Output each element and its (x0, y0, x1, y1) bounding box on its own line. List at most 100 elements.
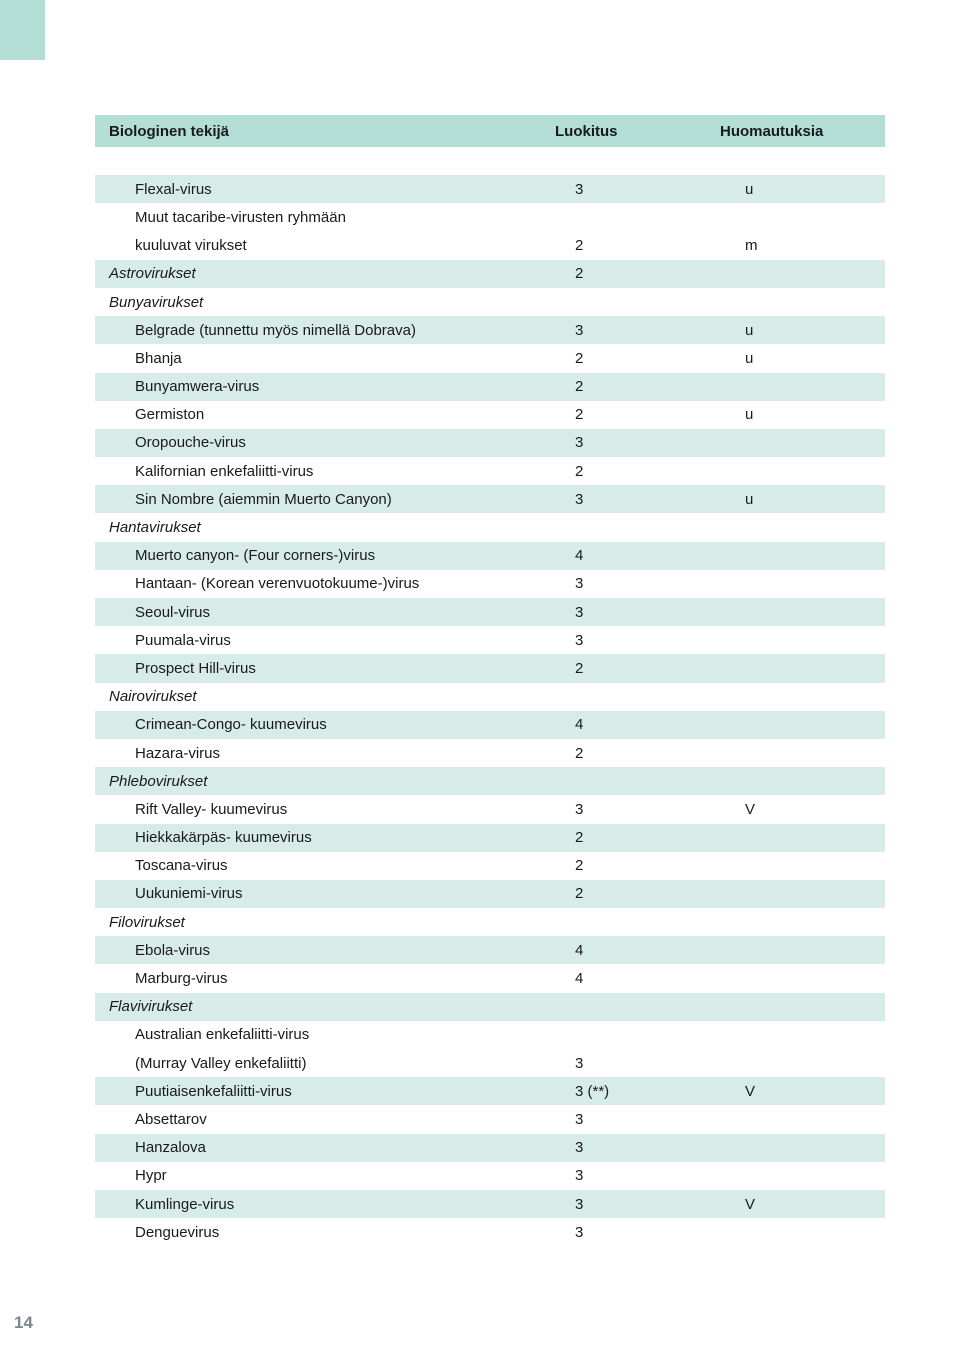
cell-classification: 3 (545, 434, 715, 451)
table-row: Sin Nombre (aiemmin Muerto Canyon)3u (95, 485, 885, 513)
table-row: Rift Valley- kuumevirus3V (95, 795, 885, 823)
cell-name: Australian enkefaliitti-virus (95, 1026, 545, 1043)
table-row: Absettarov3 (95, 1105, 885, 1133)
table-spacer (95, 147, 885, 175)
table-row: Hantavirukset (95, 513, 885, 541)
cell-classification: 3 (545, 1167, 715, 1184)
cell-name: Puumala-virus (95, 632, 545, 649)
cell-name: Oropouche-virus (95, 434, 545, 451)
cell-name: Toscana-virus (95, 857, 545, 874)
cell-classification: 2 (545, 265, 715, 282)
table-row: Nairovirukset (95, 683, 885, 711)
table-row: Bunyavirukset (95, 288, 885, 316)
table-row: Oropouche-virus3 (95, 429, 885, 457)
table-row: Puumala-virus3 (95, 626, 885, 654)
table-row: Bunyamwera-virus2 (95, 373, 885, 401)
cell-classification: 2 (545, 406, 715, 423)
cell-name: kuuluvat virukset (95, 237, 545, 254)
cell-classification: 3 (545, 801, 715, 818)
cell-name: Denguevirus (95, 1224, 545, 1241)
cell-name: Germiston (95, 406, 545, 423)
table-row: Hiekkakärpäs- kuumevirus2 (95, 824, 885, 852)
table-row: Kumlinge-virus3V (95, 1190, 885, 1218)
cell-name: Muerto canyon- (Four corners-)virus (95, 547, 545, 564)
cell-classification: 2 (545, 885, 715, 902)
cell-name: Hypr (95, 1167, 545, 1184)
table-row: Crimean-Congo- kuumevirus4 (95, 711, 885, 739)
cell-notes: u (715, 350, 885, 367)
cell-classification: 3 (545, 575, 715, 592)
cell-name: Crimean-Congo- kuumevirus (95, 716, 545, 733)
cell-name: Kumlinge-virus (95, 1196, 545, 1213)
cell-name: Absettarov (95, 1111, 545, 1128)
cell-name: Hiekkakärpäs- kuumevirus (95, 829, 545, 846)
cell-name: Sin Nombre (aiemmin Muerto Canyon) (95, 491, 545, 508)
table-row: Germiston2u (95, 401, 885, 429)
table-row: Hantaan- (Korean verenvuotokuume-)virus3 (95, 570, 885, 598)
cell-classification: 3 (545, 1139, 715, 1156)
cell-notes: m (715, 237, 885, 254)
cell-name: Ebola-virus (95, 942, 545, 959)
cell-name: Hazara-virus (95, 745, 545, 762)
cell-classification: 3 (545, 491, 715, 508)
cell-name: Flexal-virus (95, 181, 545, 198)
cell-classification: 2 (545, 463, 715, 480)
cell-name: Phlebovirukset (95, 773, 545, 790)
cell-name: Marburg-virus (95, 970, 545, 987)
cell-name: Hantavirukset (95, 519, 545, 536)
table-body: Flexal-virus3uMuut tacaribe-virusten ryh… (95, 147, 885, 1246)
page: Biologinen tekijä Luokitus Huomautuksia … (0, 0, 960, 1345)
cell-name: Nairovirukset (95, 688, 545, 705)
cell-classification: 4 (545, 716, 715, 733)
cell-classification: 3 (545, 1196, 715, 1213)
cell-notes: u (715, 322, 885, 339)
cell-name: Kalifornian enkefaliitti-virus (95, 463, 545, 480)
table-row: Marburg-virus4 (95, 964, 885, 992)
cell-classification: 4 (545, 970, 715, 987)
cell-name: Bunyamwera-virus (95, 378, 545, 395)
table-row: Puutiaisenkefaliitti-virus3 (**)V (95, 1077, 885, 1105)
table-header-row: Biologinen tekijä Luokitus Huomautuksia (95, 115, 885, 147)
cell-classification: 3 (545, 322, 715, 339)
cell-classification: 4 (545, 942, 715, 959)
table-row: Hazara-virus2 (95, 739, 885, 767)
cell-classification: 4 (545, 547, 715, 564)
cell-name: Puutiaisenkefaliitti-virus (95, 1083, 545, 1100)
sidebar-tab (0, 0, 45, 60)
cell-classification: 3 (545, 604, 715, 621)
cell-name: Bhanja (95, 350, 545, 367)
page-number: 14 (14, 1313, 33, 1333)
cell-classification: 2 (545, 857, 715, 874)
cell-name: Belgrade (tunnettu myös nimellä Dobrava) (95, 322, 545, 339)
cell-classification: 3 (545, 1224, 715, 1241)
cell-classification: 3 (545, 632, 715, 649)
table-row: Muerto canyon- (Four corners-)virus4 (95, 542, 885, 570)
cell-name: Filovirukset (95, 914, 545, 931)
cell-name: Prospect Hill-virus (95, 660, 545, 677)
cell-classification: 3 (545, 1111, 715, 1128)
cell-classification: 2 (545, 378, 715, 395)
table-row: Astrovirukset2 (95, 260, 885, 288)
cell-name: Bunyavirukset (95, 294, 545, 311)
cell-name: Seoul-virus (95, 604, 545, 621)
table-row: Bhanja2u (95, 344, 885, 372)
table-row: Muut tacaribe-virusten ryhmään (95, 203, 885, 231)
table-row: Flavivirukset (95, 993, 885, 1021)
table-row: (Murray Valley enkefaliitti)3 (95, 1049, 885, 1077)
table-row: Hanzalova3 (95, 1134, 885, 1162)
cell-notes: V (715, 1083, 885, 1100)
table-row: Belgrade (tunnettu myös nimellä Dobrava)… (95, 316, 885, 344)
cell-notes: V (715, 1196, 885, 1213)
header-col-2: Luokitus (545, 123, 715, 140)
table-row: Filovirukset (95, 908, 885, 936)
cell-name: Rift Valley- kuumevirus (95, 801, 545, 818)
table-row: Toscana-virus2 (95, 852, 885, 880)
cell-name: Hanzalova (95, 1139, 545, 1156)
table-row: Hypr3 (95, 1162, 885, 1190)
cell-classification: 3 (545, 181, 715, 198)
table-row: Prospect Hill-virus2 (95, 654, 885, 682)
cell-classification: 3 (545, 1055, 715, 1072)
cell-classification: 2 (545, 660, 715, 677)
cell-name: Hantaan- (Korean verenvuotokuume-)virus (95, 575, 545, 592)
cell-classification: 2 (545, 745, 715, 762)
